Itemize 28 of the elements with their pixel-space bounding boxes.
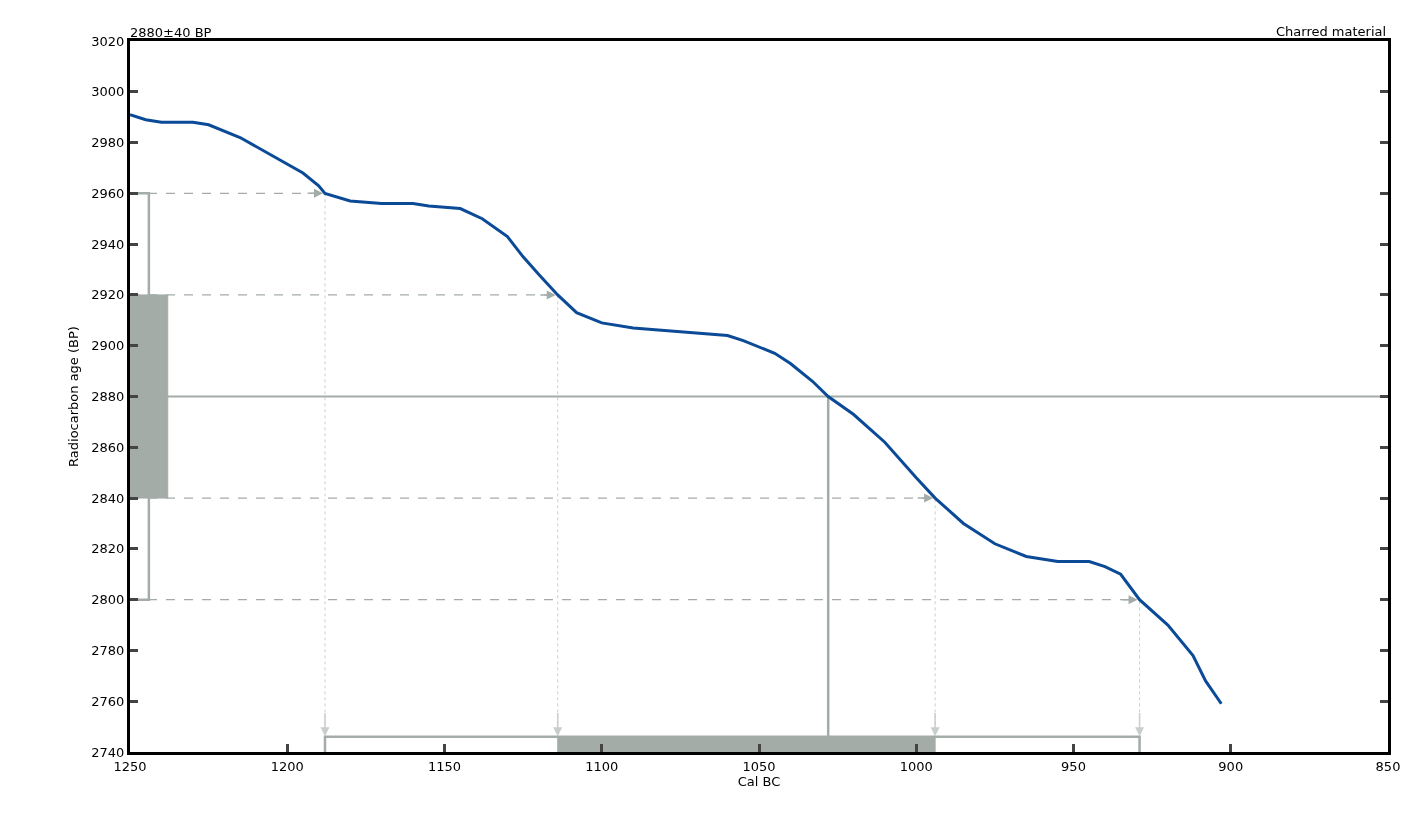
x-tick-label: 1150 (427, 758, 462, 774)
y-tick-label: 2820 (91, 541, 125, 557)
x-tick-label: 1200 (270, 758, 304, 774)
chart-title: 2880±40 BP (130, 25, 212, 40)
y-tick-label: 2940 (91, 236, 125, 252)
x-tick-label: 1050 (742, 758, 776, 774)
y-tick-label: 2840 (91, 490, 125, 506)
y-tick-label: 2960 (91, 185, 125, 201)
y-tick-label: 2900 (91, 338, 125, 354)
y-tick-label: 2880 (91, 389, 125, 405)
y-tick-label: 2760 (91, 693, 125, 709)
text: Charred material (1276, 24, 1387, 39)
x-axis-title: Cal BC (737, 773, 781, 789)
y-tick-label: 2740 (91, 744, 125, 760)
y-tick-label: 3000 (91, 84, 125, 100)
y-tick-label: 2980 (91, 135, 125, 151)
y-axis-title: Radiocarbon age (BP) (66, 326, 82, 467)
y-tick-label: 2860 (91, 439, 125, 455)
x-tick-label: 850 (1375, 758, 1401, 774)
x-tick-label: 900 (1218, 758, 1244, 774)
y-tick-label: 2800 (91, 592, 125, 608)
y-tick-label: 2920 (91, 287, 125, 303)
x-tick-label: 1100 (585, 758, 619, 774)
y-tick-label: 3020 (91, 33, 125, 49)
x-tick-label: 1000 (899, 758, 933, 774)
x-tick-label: 950 (1061, 758, 1086, 774)
y-tick-label: 2780 (91, 642, 125, 658)
x-tick-label: 1250 (113, 758, 147, 774)
